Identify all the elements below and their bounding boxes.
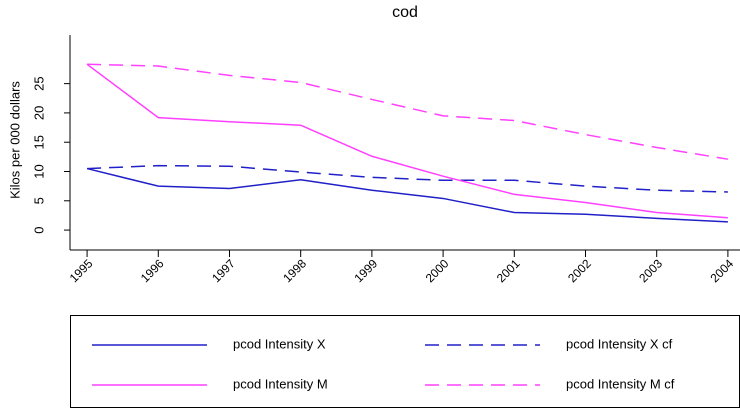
x-tick-label: 2004: [707, 256, 736, 285]
series-line: [87, 63, 729, 160]
x-tick-label: 2000: [423, 256, 452, 285]
y-tick-label: 15: [31, 135, 46, 149]
y-tick-label: 0: [31, 226, 46, 233]
x-tick-label: 2003: [636, 256, 665, 285]
y-axis-label: Kilos per 000 dollars: [7, 81, 22, 199]
chart-title: cod: [392, 4, 418, 21]
legend-box: [70, 315, 740, 408]
y-tick-label: 20: [31, 106, 46, 120]
y-tick-label: 5: [31, 197, 46, 204]
series-line: [87, 164, 728, 193]
x-tick-label: 1995: [67, 256, 96, 285]
legend-label: pcod Intensity M cf: [566, 376, 675, 391]
legend-label: pcod Intensity X: [233, 336, 326, 351]
y-tick-label: 25: [31, 76, 46, 90]
x-tick-label: 2001: [494, 256, 523, 285]
y-tick-label: 10: [31, 164, 46, 178]
legend-label: pcod Intensity M: [233, 376, 328, 391]
series-line: [86, 167, 728, 223]
x-tick-label: 2002: [565, 256, 594, 285]
x-tick-label: 1998: [280, 256, 309, 285]
series-line: [86, 63, 728, 219]
x-tick-label: 1997: [209, 256, 238, 285]
x-tick-label: 1999: [351, 256, 380, 285]
legend-label: pcod Intensity X cf: [566, 336, 673, 351]
x-tick-label: 1996: [138, 256, 167, 285]
